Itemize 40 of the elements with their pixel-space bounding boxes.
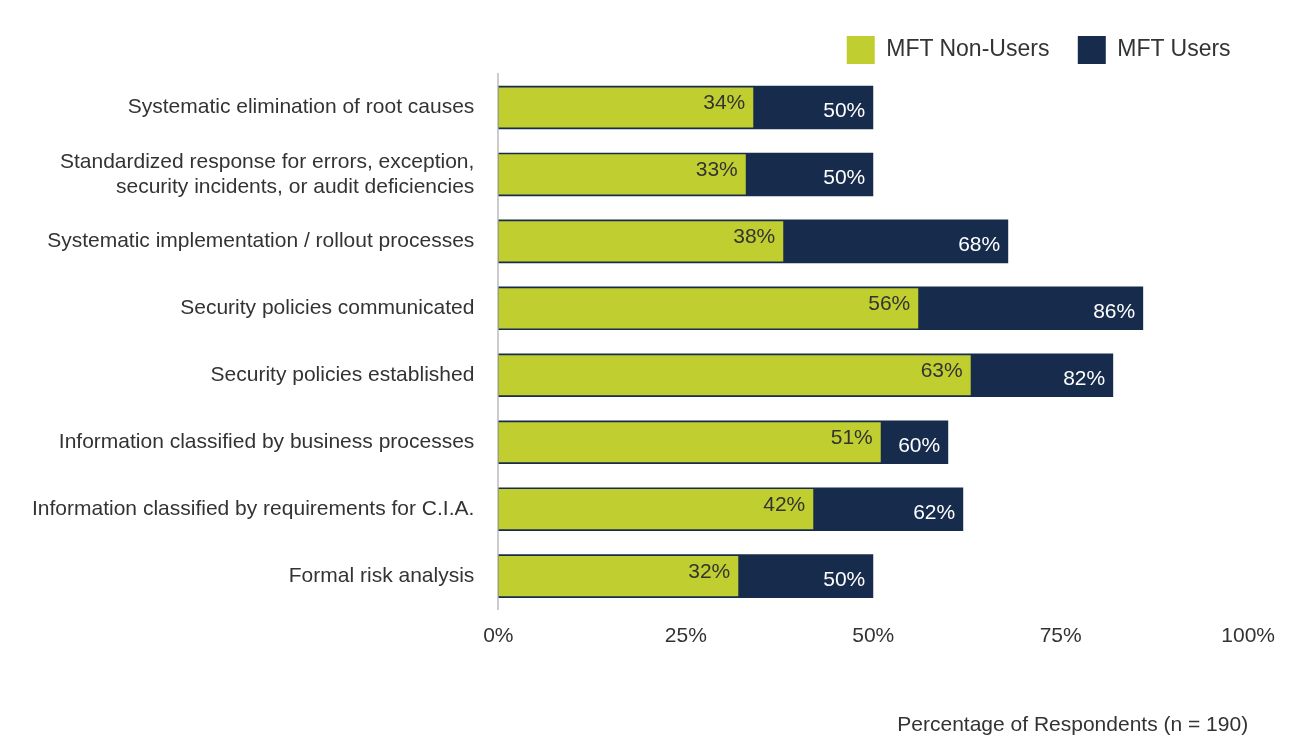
legend-label: MFT Non-Users — [886, 35, 1050, 62]
data-label: 33% — [695, 157, 738, 181]
data-label: 50% — [823, 566, 866, 590]
data-label: 56% — [868, 291, 911, 315]
data-label: 32% — [688, 558, 731, 582]
y-tick-label: Information classified by business processes — [58, 429, 475, 453]
data-label: 51% — [830, 425, 873, 449]
data-label: 50% — [823, 165, 866, 189]
x-tick-label: 0% — [483, 623, 514, 646]
y-tick-label: Security policies established — [210, 362, 475, 386]
bar — [498, 556, 739, 597]
data-label: 50% — [823, 98, 866, 122]
bar — [498, 489, 814, 530]
x-tick-label: 25% — [664, 623, 707, 646]
data-label: 63% — [920, 358, 963, 382]
x-tick-label: 75% — [1039, 623, 1082, 646]
bar — [498, 422, 881, 463]
bar — [498, 87, 754, 128]
x-axis-title: Percentage of Respondents (n = 190) — [897, 712, 1249, 736]
y-tick-label: Systematic elimination of root causes — [127, 94, 475, 118]
data-label: 34% — [703, 90, 746, 114]
bar — [498, 288, 919, 329]
data-label: 62% — [913, 499, 956, 523]
bar — [498, 221, 784, 262]
y-tick-label: Formal risk analysis — [288, 562, 475, 586]
legend-label: MFT Users — [1117, 35, 1231, 62]
x-tick-label: 100% — [1221, 623, 1275, 646]
y-tick-label: Security policies communicated — [180, 295, 475, 319]
data-label: 38% — [733, 224, 776, 248]
data-label: 86% — [1093, 299, 1136, 323]
bar — [498, 154, 746, 195]
y-tick-label: Systematic implementation / rollout processes — [47, 228, 475, 252]
data-label: 42% — [763, 491, 806, 515]
data-label: 82% — [1063, 366, 1106, 390]
data-label: 60% — [898, 433, 941, 457]
x-tick-label: 50% — [852, 623, 895, 646]
y-tick-label: Information classified by requirements for C.I.A. — [32, 495, 475, 519]
bar — [498, 355, 971, 396]
data-label: 68% — [958, 232, 1001, 256]
y-tick-label: Standardized response for errors, exception, security incidents, or audit deficiencies — [59, 148, 475, 197]
